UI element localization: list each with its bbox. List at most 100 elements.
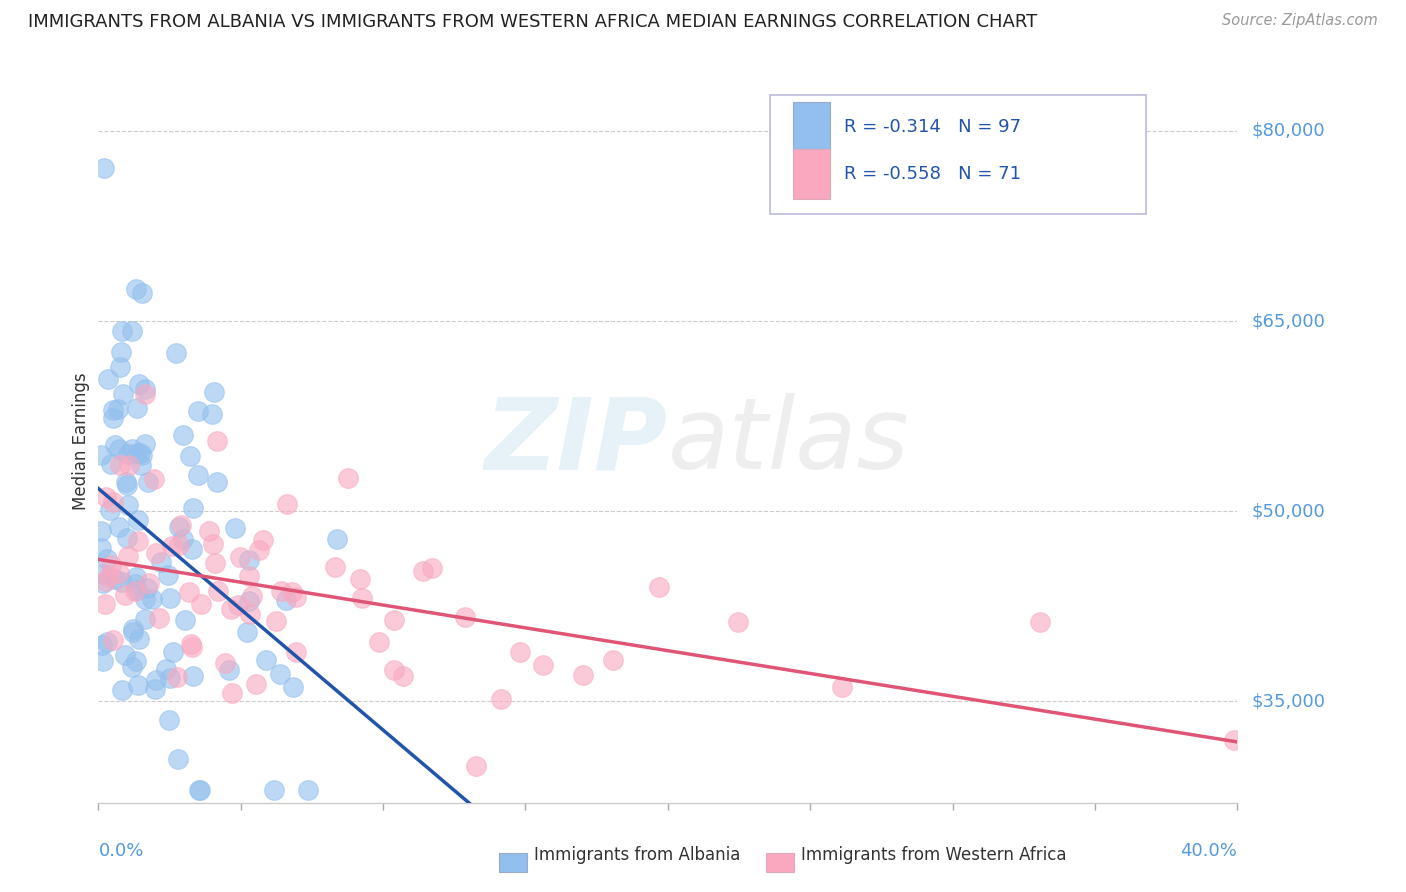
Point: [156, 567, 179, 582]
Point: [114, 648, 136, 663]
Point: [100, 558, 122, 572]
Point: [368, 634, 391, 648]
Point: [285, 645, 308, 659]
Point: [238, 593, 260, 607]
Point: [831, 680, 853, 694]
Point: [101, 633, 124, 648]
Text: atlas: atlas: [668, 393, 910, 490]
Point: [114, 588, 136, 602]
Text: $35,000: $35,000: [1251, 692, 1326, 710]
Point: [159, 671, 181, 685]
Point: [247, 543, 270, 558]
Point: [489, 692, 512, 706]
Point: [134, 382, 156, 396]
Point: [602, 653, 624, 667]
Point: [136, 475, 159, 490]
FancyBboxPatch shape: [770, 95, 1146, 214]
FancyBboxPatch shape: [793, 149, 830, 200]
Point: [121, 442, 143, 456]
Point: [226, 598, 249, 612]
Point: [124, 576, 146, 591]
Text: Immigrants from Albania: Immigrants from Albania: [534, 847, 741, 864]
Point: [180, 637, 202, 651]
Point: [117, 549, 139, 564]
Point: [117, 499, 139, 513]
Point: [111, 574, 134, 589]
Point: [509, 645, 531, 659]
Text: $50,000: $50,000: [1251, 502, 1324, 520]
Point: [214, 656, 236, 670]
Text: Source: ZipAtlas.com: Source: ZipAtlas.com: [1222, 13, 1378, 29]
Point: [162, 645, 184, 659]
Point: [238, 552, 260, 566]
Point: [90, 524, 112, 538]
Point: [134, 437, 156, 451]
Point: [90, 638, 112, 652]
Point: [285, 591, 308, 605]
Point: [128, 376, 150, 391]
Point: [270, 583, 292, 598]
Point: [198, 524, 221, 539]
Point: [242, 589, 264, 603]
Point: [204, 557, 226, 571]
Point: [160, 539, 183, 553]
Point: [254, 653, 277, 667]
Point: [96, 490, 118, 504]
Point: [138, 576, 160, 591]
Point: [281, 585, 304, 599]
Point: [165, 346, 187, 360]
Point: [143, 472, 166, 486]
Point: [239, 607, 262, 621]
Point: [114, 475, 136, 489]
Point: [170, 517, 193, 532]
Point: [181, 669, 204, 683]
Point: [172, 428, 194, 442]
Point: [110, 345, 132, 359]
Point: [392, 669, 415, 683]
Point: [207, 434, 229, 449]
Text: Immigrants from Western Africa: Immigrants from Western Africa: [801, 847, 1067, 864]
Point: [283, 680, 305, 694]
Point: [97, 568, 120, 582]
Point: [205, 475, 228, 489]
Point: [276, 593, 298, 607]
Point: [187, 467, 209, 482]
Point: [187, 404, 209, 418]
Point: [115, 478, 138, 492]
Point: [571, 668, 593, 682]
Point: [101, 403, 124, 417]
Point: [420, 561, 443, 575]
Point: [96, 552, 118, 566]
Point: [159, 591, 181, 605]
Point: [167, 520, 190, 534]
Point: [276, 497, 298, 511]
Point: [90, 448, 112, 462]
Point: [127, 513, 149, 527]
Point: [103, 410, 125, 425]
Text: IMMIGRANTS FROM ALBANIA VS IMMIGRANTS FROM WESTERN AFRICA MEDIAN EARNINGS CORREL: IMMIGRANTS FROM ALBANIA VS IMMIGRANTS FR…: [28, 13, 1038, 31]
Point: [148, 610, 170, 624]
Point: [179, 449, 201, 463]
Point: [382, 614, 405, 628]
Text: 0.0%: 0.0%: [98, 842, 143, 860]
Point: [125, 654, 148, 668]
Point: [90, 541, 112, 555]
FancyBboxPatch shape: [793, 102, 830, 153]
Point: [124, 583, 146, 598]
Point: [325, 560, 347, 574]
Point: [107, 442, 129, 457]
Point: [135, 581, 157, 595]
Point: [352, 591, 374, 606]
Point: [124, 570, 146, 584]
Point: [91, 654, 114, 668]
Point: [1028, 615, 1050, 629]
Point: [727, 615, 749, 629]
Point: [121, 659, 143, 673]
Point: [465, 759, 488, 773]
Point: [93, 597, 115, 611]
Point: [127, 445, 149, 459]
Point: [648, 580, 671, 594]
Text: 40.0%: 40.0%: [1181, 842, 1237, 860]
Point: [412, 564, 434, 578]
Point: [207, 584, 229, 599]
